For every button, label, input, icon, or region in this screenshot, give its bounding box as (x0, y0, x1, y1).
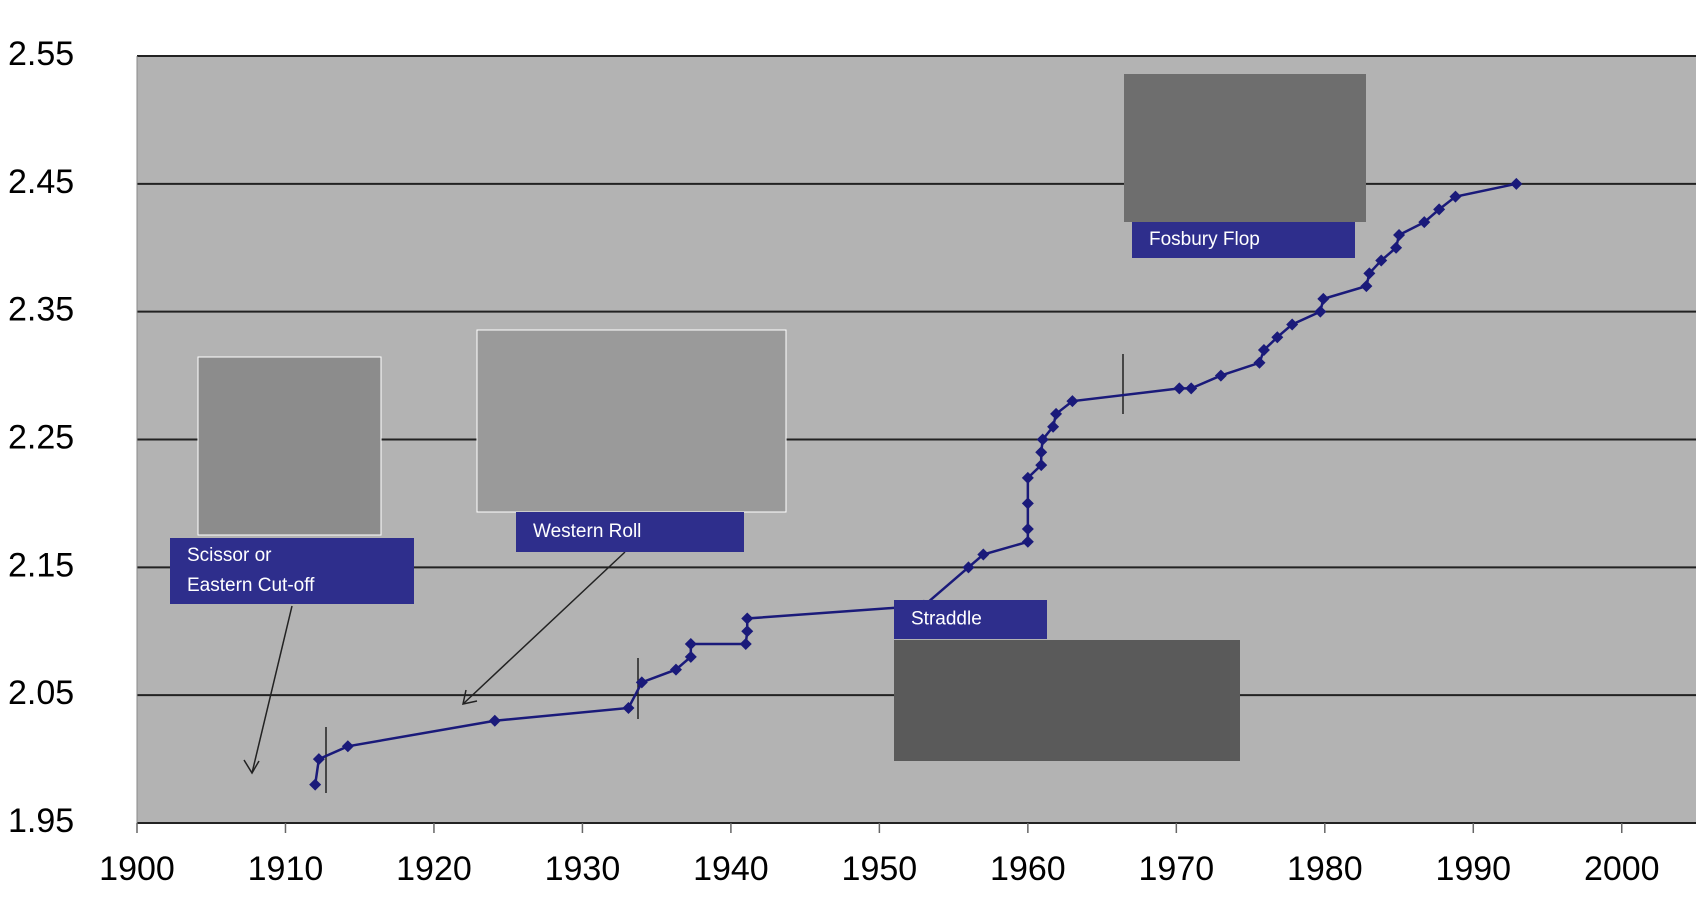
annotation-text: Fosbury Flop (1149, 229, 1260, 250)
chart: Scissor or Eastern Cut-off Western Roll Str… (0, 0, 1696, 902)
y-tick-label: 2.55 (8, 35, 74, 73)
y-tick-label: 2.15 (8, 546, 74, 584)
x-tick-label: 1990 (1435, 850, 1511, 888)
photo (894, 640, 1240, 761)
x-tick-label: 1930 (545, 850, 621, 888)
x-tick-label: 1920 (396, 850, 472, 888)
x-tick-label: 1980 (1287, 850, 1363, 888)
x-tick-label: 1910 (248, 850, 324, 888)
y-tick-label: 2.35 (8, 291, 74, 329)
y-tick-label: 2.45 (8, 163, 74, 201)
annotation-text: Scissor or (187, 545, 272, 566)
x-tick-label: 1940 (693, 850, 769, 888)
y-tick-label: 2.05 (8, 674, 74, 712)
annotation-text: Eastern Cut-off (187, 575, 315, 596)
y-tick-label: 2.25 (8, 418, 74, 456)
annotation-text: Western Roll (533, 521, 641, 542)
x-tick-label: 1950 (842, 850, 918, 888)
annotation-text: Straddle (911, 609, 982, 630)
x-tick-label: 2000 (1584, 850, 1660, 888)
x-tick-label: 1900 (99, 850, 175, 888)
y-tick-label: 1.95 (8, 802, 74, 840)
x-tick-label: 1960 (990, 850, 1066, 888)
x-tick-label: 1970 (1139, 850, 1215, 888)
photo (1124, 74, 1366, 222)
photo (198, 357, 381, 535)
photo (477, 330, 786, 512)
